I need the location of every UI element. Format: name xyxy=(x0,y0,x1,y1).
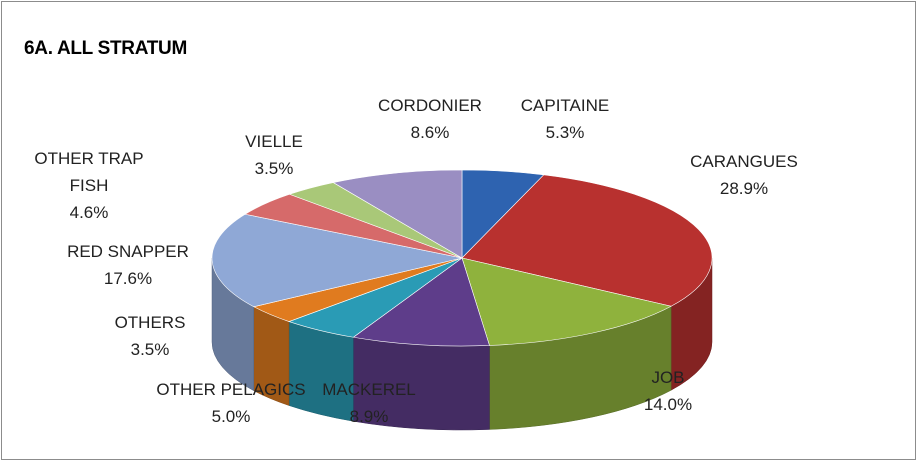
data-label: OTHER PELAGICS 5.0% xyxy=(156,376,305,430)
category-label: OTHER PELAGICS xyxy=(156,380,306,399)
category-label: CORDONIER xyxy=(378,96,482,115)
category-label: OTHERS xyxy=(114,313,186,332)
value-label: 5.0% xyxy=(211,407,251,426)
slice xyxy=(332,169,463,259)
category-label: CAPITAINE xyxy=(520,96,610,115)
category-label: MACKEREL xyxy=(322,380,416,399)
value-label: 8.6% xyxy=(410,123,450,142)
data-label: CAPITAINE 5.3% xyxy=(521,92,609,146)
value-label: 28.9% xyxy=(719,179,769,198)
category-label: OTHER TRAP FISH xyxy=(34,149,144,195)
data-label: JOB 14.0% xyxy=(644,364,692,418)
category-label: JOB xyxy=(651,368,685,387)
value-label: 14.0% xyxy=(643,395,693,414)
data-label: OTHERS 3.5% xyxy=(115,309,186,363)
value-label: 8.9% xyxy=(349,407,389,426)
category-label: VIELLE xyxy=(245,132,303,151)
category-label: CARANGUES xyxy=(690,152,798,171)
data-label: CARANGUES 28.9% xyxy=(690,148,798,202)
slice xyxy=(352,257,490,347)
data-label: VIELLE 3.5% xyxy=(245,128,303,182)
value-label: 3.5% xyxy=(130,340,170,359)
category-label: RED SNAPPER xyxy=(67,242,189,261)
data-label: OTHER TRAP FISH 4.6% xyxy=(29,145,149,226)
value-label: 17.6% xyxy=(103,269,153,288)
data-label: CORDONIER 8.6% xyxy=(378,92,482,146)
data-label: RED SNAPPER 17.6% xyxy=(67,238,189,292)
value-label: 5.3% xyxy=(545,123,585,142)
data-label: MACKEREL 8.9% xyxy=(322,376,416,430)
slice xyxy=(461,257,672,346)
value-label: 3.5% xyxy=(254,159,294,178)
chart-title: 6A. ALL STRATUM xyxy=(24,38,187,59)
slice xyxy=(211,213,463,308)
value-label: 4.6% xyxy=(69,203,109,222)
slice xyxy=(461,174,713,307)
